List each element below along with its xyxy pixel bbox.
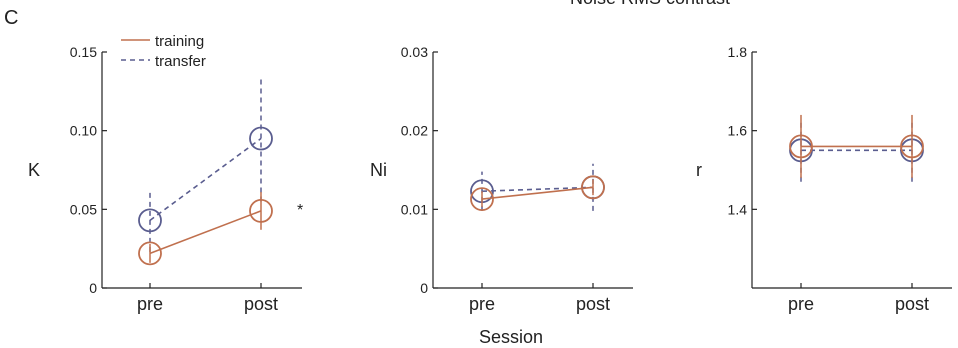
x-tick-label: post: [576, 294, 610, 314]
y-tick-label: 0.05: [70, 201, 97, 217]
x-tick-label: post: [244, 294, 278, 314]
data-point-training: [900, 134, 924, 159]
y-tick-label: 0.01: [401, 201, 428, 217]
y-tick-label: 0: [420, 280, 428, 296]
y-tick-label: 1.6: [728, 123, 748, 139]
y-axis-label: K: [28, 160, 40, 180]
y-tick-label: 0.02: [401, 123, 428, 139]
legend: training transfer: [121, 33, 206, 70]
shared-x-axis-label: Session: [479, 327, 543, 347]
x-tick-label: pre: [137, 294, 163, 314]
x-tick-label: post: [895, 294, 929, 314]
data-point-training: [789, 134, 813, 159]
series-line-transfer: [149, 137, 262, 221]
series-line-training: [481, 186, 594, 200]
data-point-training: [581, 175, 605, 200]
x-tick-label: pre: [788, 294, 814, 314]
y-axis-label: Ni: [370, 160, 387, 180]
y-axis-label: r: [696, 160, 702, 180]
data-point-training: [138, 241, 162, 266]
significance-marker: *: [297, 202, 303, 219]
y-tick-label: 0: [89, 280, 97, 296]
plot-ni: 0 0.01 0.02 0.03 pre post Ni: [370, 44, 633, 314]
figure-header: Noise RMS contrast: [570, 0, 730, 8]
y-tick-label: 1.4: [728, 201, 748, 217]
y-tick-label: 1.8: [728, 44, 748, 60]
legend-label-transfer: transfer: [155, 53, 206, 70]
panel-letter: C: [4, 7, 18, 29]
legend-label-training: training: [155, 33, 204, 50]
x-tick-label: pre: [469, 294, 495, 314]
y-tick-label: 0.03: [401, 44, 428, 60]
plot-r: 1.4 1.6 1.8 pre post r: [696, 44, 952, 314]
data-point-training: [470, 187, 494, 212]
y-tick-label: 0.10: [70, 123, 97, 139]
plot-k: 0 0.05 0.10 0.15 pre post K *: [28, 44, 303, 314]
series-line-transfer: [481, 186, 594, 193]
data-point-training: [249, 199, 273, 223]
series-line-training: [149, 210, 262, 255]
data-point-transfer: [249, 126, 273, 151]
y-tick-label: 0.15: [70, 44, 97, 60]
data-point-transfer: [138, 208, 162, 233]
